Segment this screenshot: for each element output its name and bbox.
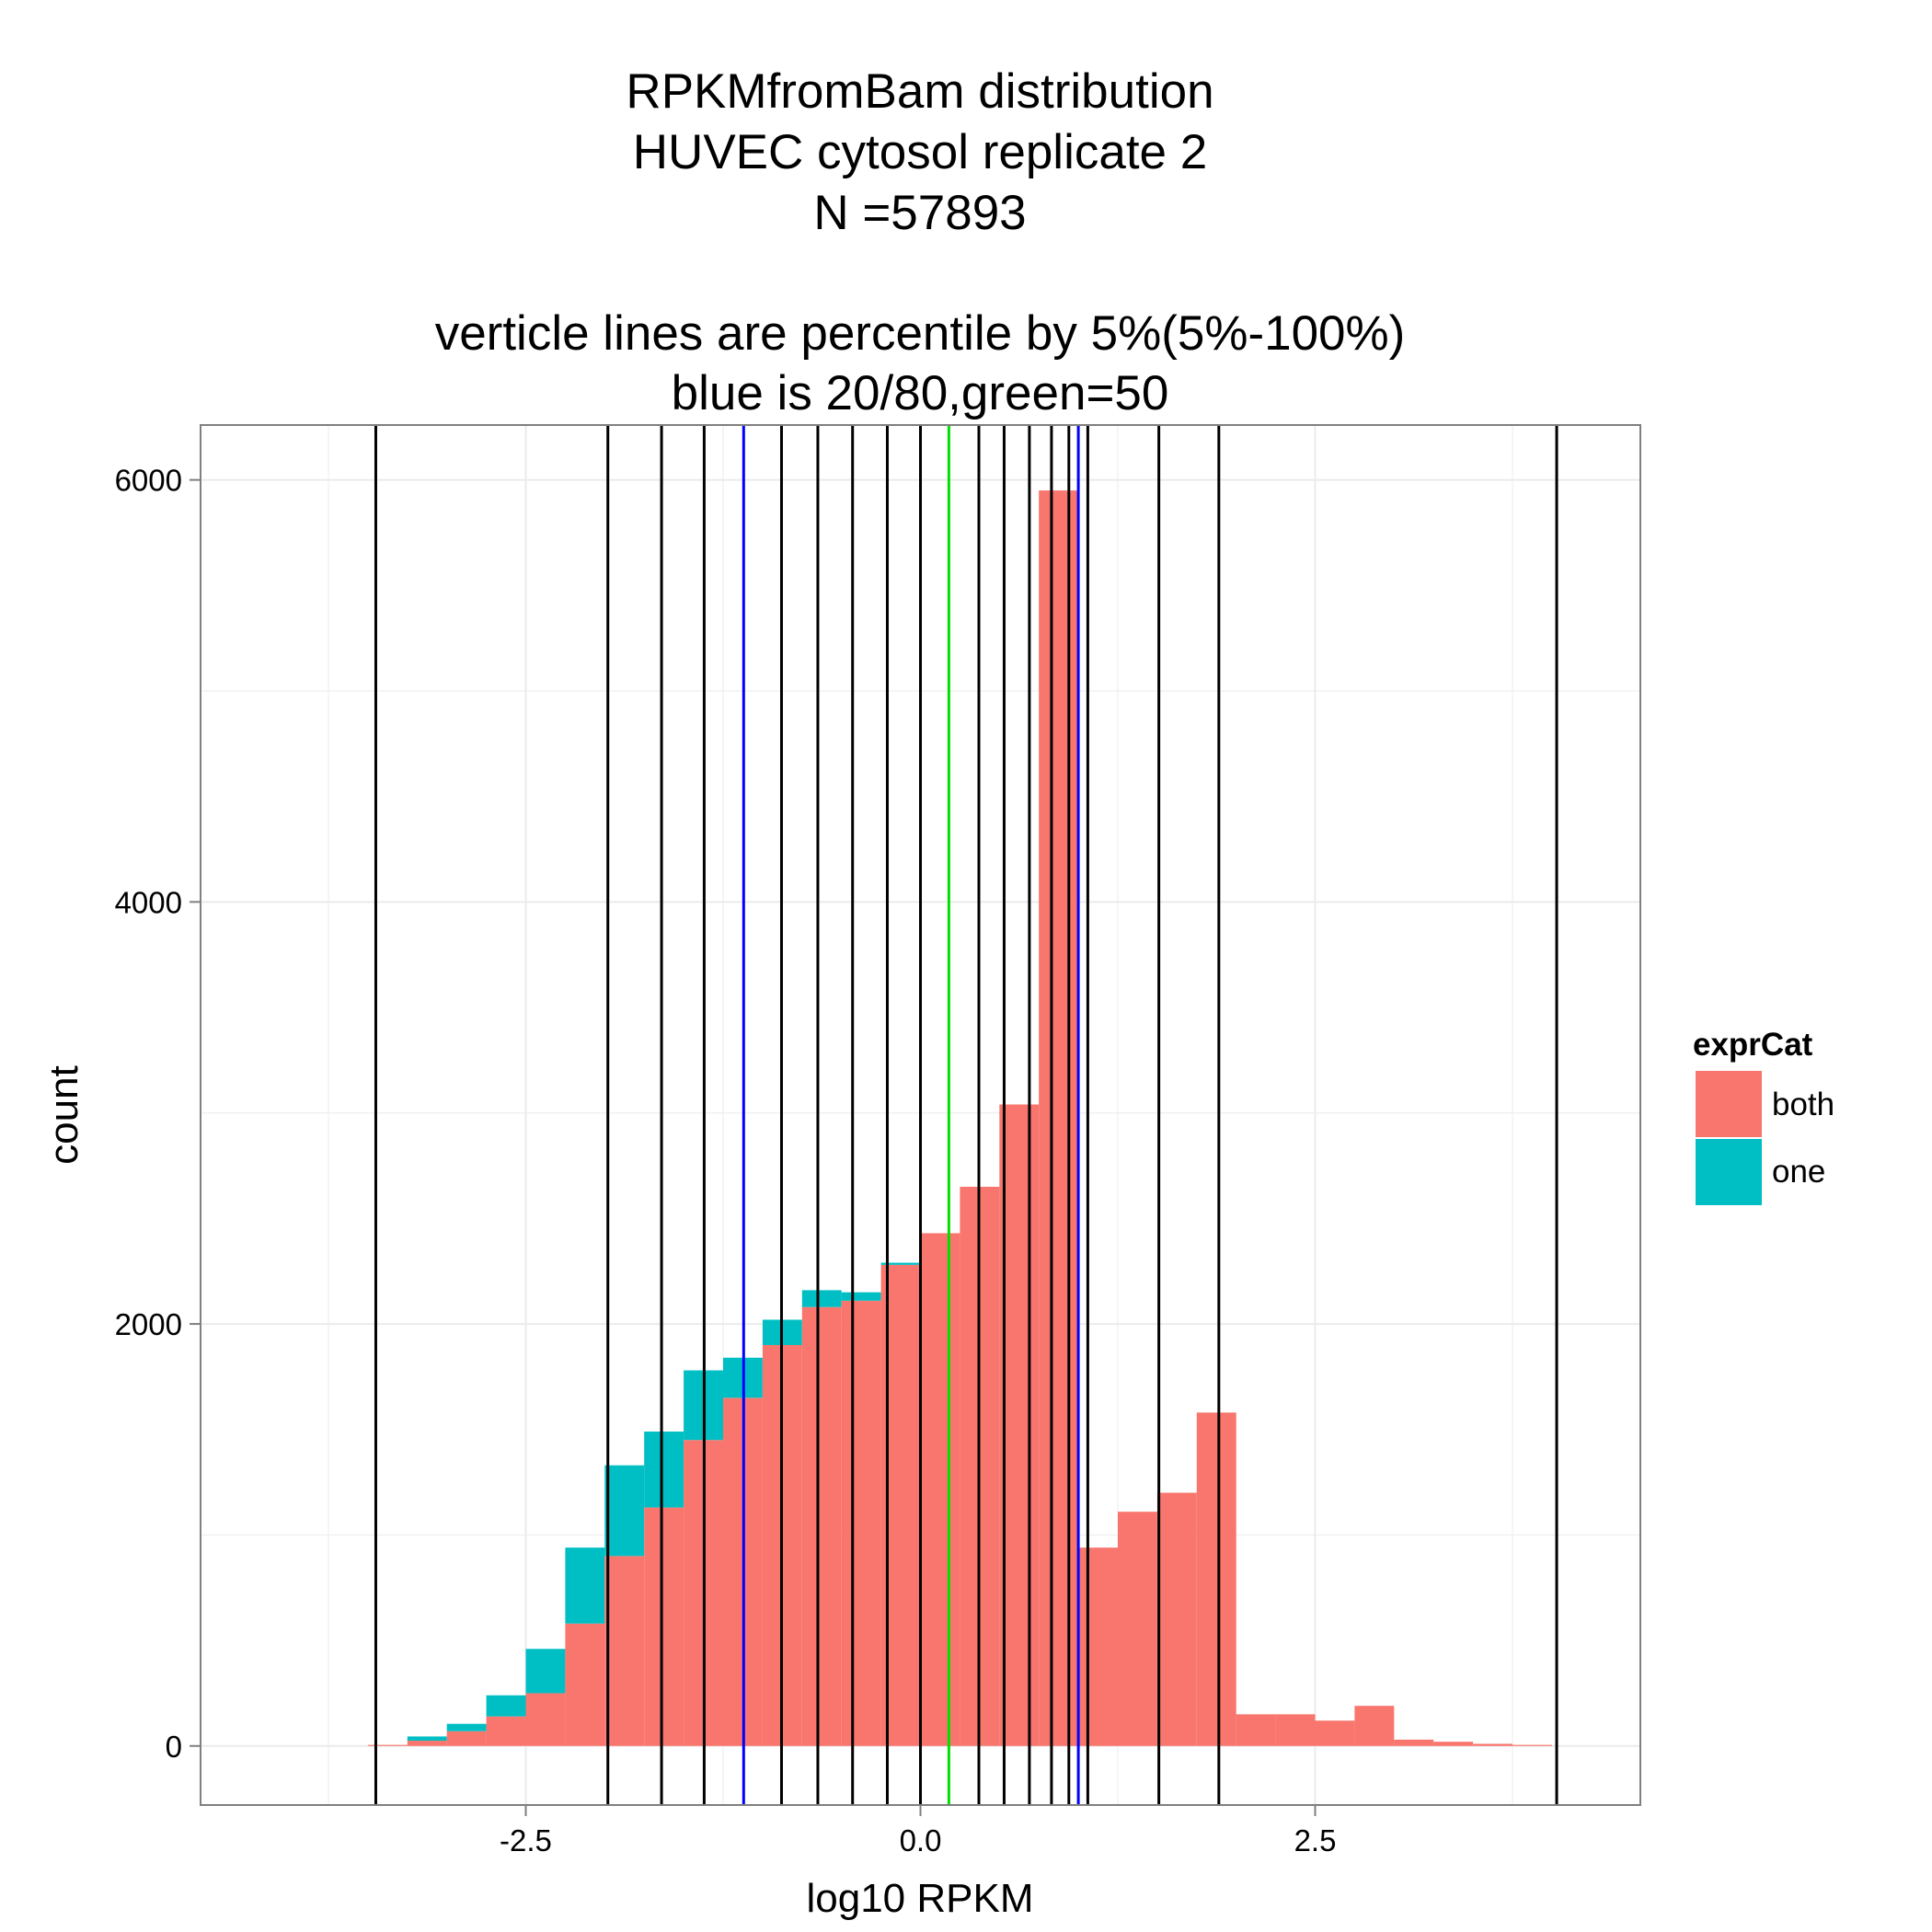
bar-both-27 <box>1433 1742 1474 1746</box>
bar-one-4 <box>525 1649 566 1694</box>
percentile-lines <box>374 425 1558 1805</box>
bar-one-7 <box>644 1432 684 1508</box>
title-line-3: N =57893 <box>813 186 1026 240</box>
bar-both-5 <box>565 1623 605 1746</box>
legend-key-one <box>1694 1137 1764 1207</box>
y-axis: 0 2000 4000 6000 <box>115 464 201 1764</box>
bar-both-11 <box>801 1306 842 1746</box>
bar-one-13 <box>880 1262 921 1265</box>
bar-one-1 <box>407 1736 447 1742</box>
plot-panel <box>200 424 1641 1806</box>
bar-both-24 <box>1315 1720 1355 1746</box>
y-tick-label-2: 4000 <box>115 885 182 919</box>
x-axis-title: log10 RPKM <box>806 1876 1033 1921</box>
title-line-6: blue is 20/80,green=50 <box>672 366 1169 420</box>
bar-both-22 <box>1236 1714 1276 1746</box>
bar-both-26 <box>1394 1739 1434 1746</box>
y-axis-title: count <box>41 1065 86 1165</box>
chart-title: RPKMfromBam distribution HUVEC cytosol r… <box>435 64 1406 420</box>
bar-both-16 <box>999 1104 1040 1746</box>
bar-both-20 <box>1156 1492 1197 1746</box>
bar-one-11 <box>801 1290 842 1307</box>
bar-both-7 <box>644 1507 684 1746</box>
bar-one-3 <box>486 1695 526 1717</box>
x-tick-label-1: 0.0 <box>900 1823 942 1857</box>
bar-both-0 <box>367 1744 408 1746</box>
bar-both-28 <box>1473 1743 1513 1746</box>
legend-label-both: both <box>1772 1087 1834 1122</box>
x-tick-label-0: -2.5 <box>500 1823 552 1857</box>
bar-both-29 <box>1512 1744 1552 1746</box>
bar-both-2 <box>446 1731 487 1746</box>
legend-label-one: one <box>1772 1154 1825 1190</box>
title-line-1: RPKMfromBam distribution <box>626 64 1213 119</box>
bar-both-6 <box>604 1556 645 1746</box>
bar-both-18 <box>1078 1547 1119 1746</box>
bar-both-4 <box>525 1693 566 1746</box>
bar-one-5 <box>565 1547 605 1624</box>
bar-both-12 <box>841 1300 881 1746</box>
y-tick-label-3: 6000 <box>115 464 182 498</box>
bar-one-2 <box>446 1723 487 1731</box>
y-tick-label-0: 0 <box>166 1730 182 1764</box>
bar-one-6 <box>604 1465 645 1557</box>
x-tick-label-2: 2.5 <box>1294 1823 1337 1857</box>
title-line-5: verticle lines are percentile by 5%(5%-1… <box>435 306 1406 361</box>
legend-title: exprCat <box>1693 1027 1813 1063</box>
bar-both-21 <box>1196 1412 1236 1746</box>
bar-both-23 <box>1275 1714 1316 1746</box>
bar-both-1 <box>407 1741 447 1746</box>
legend: exprCat both one <box>1693 1027 1834 1207</box>
legend-key-both <box>1694 1069 1764 1139</box>
bar-both-19 <box>1118 1512 1157 1746</box>
y-tick-label-1: 2000 <box>115 1307 182 1341</box>
bar-both-17 <box>1039 490 1079 1746</box>
x-axis: -2.5 0.0 2.5 <box>500 1805 1336 1857</box>
bar-both-14 <box>920 1233 960 1746</box>
title-line-2: HUVEC cytosol replicate 2 <box>633 125 1207 179</box>
bar-both-3 <box>486 1716 526 1746</box>
bar-one-12 <box>841 1292 881 1301</box>
bar-both-25 <box>1354 1706 1395 1746</box>
